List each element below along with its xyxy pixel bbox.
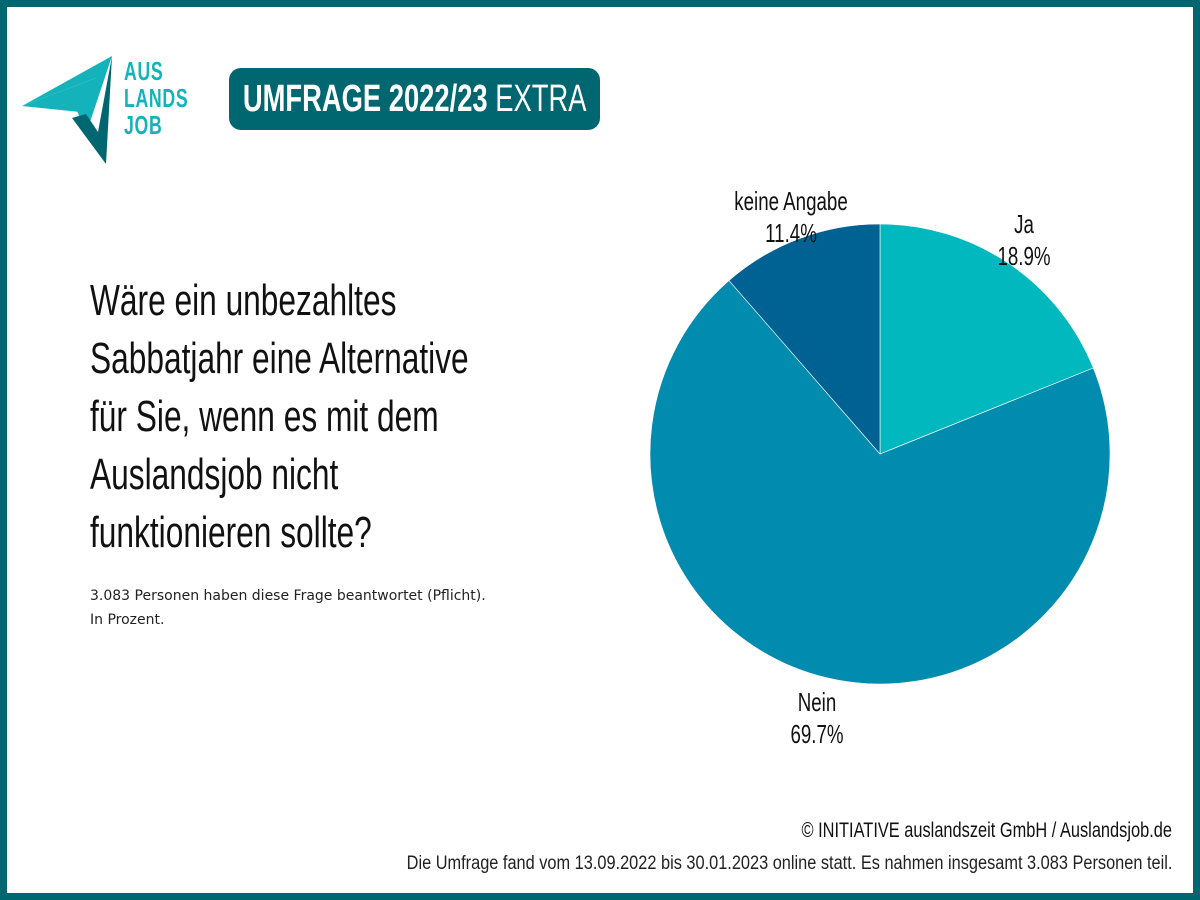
survey-footer-note: Die Umfrage fand vom 13.09.2022 bis 30.0… bbox=[406, 853, 1172, 874]
badge-suffix: EXTRA bbox=[487, 77, 587, 120]
survey-badge: UMFRAGE 2022/23 EXTRA bbox=[229, 68, 600, 130]
pie-label-value: 11.4% bbox=[765, 218, 818, 249]
respondent-note: 3.083 Personen haben diese Frage beantwo… bbox=[90, 584, 486, 632]
pie-label-category: Ja bbox=[1014, 209, 1034, 240]
logo-line: AUS bbox=[124, 56, 164, 86]
question-line: Auslandsjob nicht bbox=[90, 450, 339, 499]
logo-line: JOB bbox=[124, 110, 163, 140]
question-line: Sabbatjahr eine Alternative bbox=[90, 334, 469, 383]
logo-line: LANDS bbox=[124, 83, 189, 113]
note-respondents: 3.083 Personen haben diese Frage beantwo… bbox=[90, 588, 486, 604]
pie-label-ja: Ja 18.9% bbox=[998, 208, 1051, 272]
question-line: funktionieren sollte? bbox=[90, 508, 372, 557]
question-line: für Sie, wenn es mit dem bbox=[90, 392, 439, 441]
pie-slice-keine-angabe bbox=[728, 223, 881, 455]
pie-slice-nein bbox=[649, 280, 1111, 685]
copyright-credit: © INITIATIVE auslandszeit GmbH / Ausland… bbox=[801, 819, 1172, 842]
pie-label-value: 18.9% bbox=[997, 241, 1051, 272]
pie-label-category: keine Angabe bbox=[734, 186, 849, 217]
pie-label-nein: Nein 69.7% bbox=[790, 686, 843, 750]
badge-title: UMFRAGE 2022/23 bbox=[242, 77, 488, 120]
pie-slice-ja bbox=[879, 223, 1094, 455]
auslandsjob-logo-icon bbox=[22, 56, 112, 164]
logo-wordmark: AUS LANDS JOB bbox=[124, 58, 188, 139]
pie-label-category: Nein bbox=[797, 686, 836, 717]
note-unit: In Prozent. bbox=[90, 612, 165, 628]
question-heading: Wäre ein unbezahltes Sabbatjahr eine Alt… bbox=[90, 272, 536, 562]
logo-wing-fold bbox=[22, 78, 96, 112]
pie-label-value: 69.7% bbox=[790, 718, 844, 749]
logo-wing-light bbox=[22, 56, 112, 134]
pie-label-keine-angabe: keine Angabe 11.4% bbox=[735, 185, 848, 249]
question-line: Wäre ein unbezahltes bbox=[90, 276, 397, 325]
logo-wing-dark bbox=[72, 56, 112, 164]
